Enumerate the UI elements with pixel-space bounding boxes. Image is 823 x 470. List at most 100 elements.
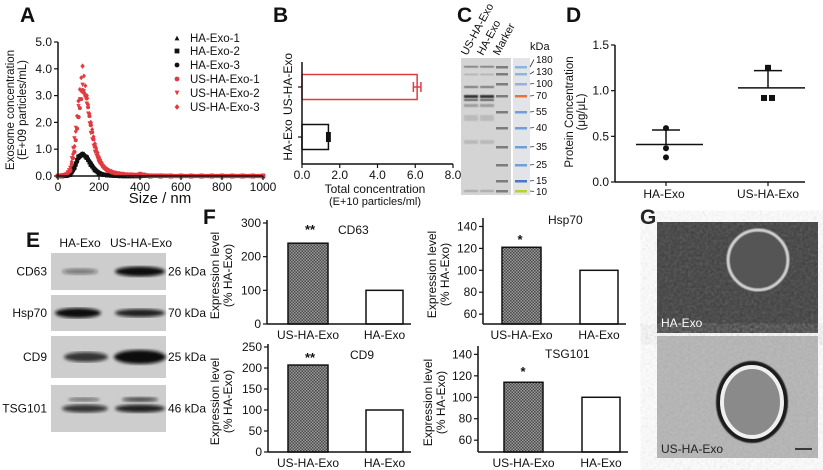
x-tick-label: 800: [212, 180, 232, 194]
panel-label-e: E: [26, 229, 40, 252]
y-tick-label: 50: [249, 424, 263, 438]
data-point: [86, 102, 91, 108]
marker-size-label: 40: [536, 123, 548, 134]
y-axis-label: Exosome concentration: [5, 50, 17, 170]
legend-item: US-HA-Exo-2: [174, 88, 260, 100]
protein-band: [480, 115, 494, 121]
error-bar: [412, 82, 422, 92]
legend-item: US-HA-Exo-3: [174, 102, 260, 114]
protein-label: CD9: [23, 350, 47, 364]
bar-chart-cd9: US-HA-Exo HA-Exo 0 50 100 150 200 250 ** CD9 Expre…: [208, 340, 411, 470]
data-point: [71, 151, 76, 157]
bar: [579, 269, 619, 325]
y-axis-label-unit: (% HA-Exo): [438, 243, 452, 306]
protein-band: [114, 350, 166, 364]
data-point: [75, 159, 80, 164]
tem-image-ha-exo: HA-Exo: [657, 222, 818, 333]
x-tick-label: 0: [55, 180, 62, 194]
marker-band: [496, 180, 508, 183]
data-point: [90, 127, 95, 133]
protein-label: CD63: [16, 265, 47, 279]
y-tick-label: 100: [241, 283, 261, 297]
marker-size-label: 10: [536, 187, 548, 198]
bar: [287, 242, 329, 325]
bar-chart-cd63: US-HA-Exo HA-Exo 0 100 200 300 ** CD63 Expressio…: [208, 216, 411, 342]
protein-band: [480, 140, 494, 144]
data-point: [761, 94, 767, 101]
category-label: US-HA-Exo: [281, 53, 295, 115]
bar: [501, 246, 542, 325]
panel-label-g: G: [640, 206, 656, 229]
data-point: [73, 128, 78, 134]
data-point: [72, 166, 77, 171]
data-point: [77, 86, 82, 92]
marker-band: [496, 83, 508, 86]
y-tick-label: 0: [254, 317, 261, 331]
marker-size-label: 100: [536, 79, 553, 90]
data-point: [91, 134, 96, 140]
x-tick-label: 2.0: [331, 168, 348, 182]
marker-leader-line: [529, 71, 535, 75]
chart-title: TSG101: [545, 347, 590, 361]
marker-size-label: 180: [536, 55, 553, 66]
y-tick-label: 140: [452, 347, 472, 361]
data-point: [663, 145, 669, 152]
category-label: US-HA-Exo: [277, 456, 339, 470]
protein-band: [122, 397, 158, 402]
x-tick-label: 0.0: [294, 168, 311, 182]
data-point: [69, 156, 74, 161]
gel-lane-us-ha-exo: [464, 66, 478, 192]
data-point: [87, 110, 92, 116]
ladder-band: [515, 190, 527, 193]
y-tick-label: 0.0: [592, 175, 609, 189]
protein-band: [464, 140, 478, 144]
panel-b-total-concentration: B US-HA-Exo HA-Exo 0.0 2.0 4.0 6.0 8.0 Total con…: [273, 4, 462, 208]
marker-size-label: 35: [536, 142, 548, 153]
y-tick-label: 200: [241, 250, 261, 264]
significance-marker: *: [520, 364, 526, 379]
marker-size-label: 15: [536, 176, 548, 187]
y-axis-label: Expression level: [208, 232, 222, 319]
marker-band: [496, 164, 508, 167]
protein-band: [480, 95, 494, 98]
molecular-weight-label: 26 kDa: [168, 265, 206, 279]
data-point: [80, 63, 85, 69]
y-axis-label-unit: (% HA-Exo): [434, 371, 448, 434]
x-tick-label: 400: [130, 180, 150, 194]
bar-chart-hsp70: US-HA-Exo HA-Exo 60 80 100 120 140 * Hsp70 Expres…: [425, 213, 626, 342]
data-point: [100, 162, 106, 168]
bar: [365, 409, 404, 453]
y-tick-label: 200: [242, 361, 262, 375]
protein-band: [464, 99, 478, 101]
ladder-band: [515, 164, 527, 167]
ladder-band: [515, 111, 527, 114]
data-point: [64, 171, 69, 178]
bar-chart-tsg101: US-HA-Exo HA-Exo 60 80 100 120 140 * TSG101 Expre…: [421, 346, 628, 470]
category-label: US-HA-Exo: [277, 328, 339, 342]
y-tick-label: 80: [464, 285, 478, 299]
y-tick-label: 150: [242, 382, 262, 396]
diamond-marker-icon: [174, 104, 180, 110]
x-tick-label: 1000: [250, 180, 277, 194]
legend-label: HA-Exo-2: [190, 46, 240, 58]
data-point: [75, 113, 80, 119]
data-point: [73, 163, 78, 168]
data-point: [87, 114, 92, 119]
data-point: [76, 104, 81, 109]
y-tick-label: 80: [459, 412, 473, 426]
exosome-vesicle: [716, 361, 788, 443]
molecular-weight-label: 70 kDa: [168, 306, 206, 320]
marker-leader-line: [529, 180, 535, 182]
panel-label-d: D: [566, 4, 581, 27]
category-label: HA-Exo: [643, 187, 685, 201]
y-tick-label: 60: [464, 307, 478, 321]
exosome-vesicle: [726, 228, 790, 292]
data-point: [81, 89, 86, 94]
protein-band: [480, 66, 494, 68]
data-point: [86, 105, 91, 110]
protein-band: [62, 404, 108, 413]
column-label: HA-Exo: [59, 236, 101, 250]
significance-marker: **: [305, 350, 316, 365]
marker-size-label: 55: [536, 107, 548, 118]
